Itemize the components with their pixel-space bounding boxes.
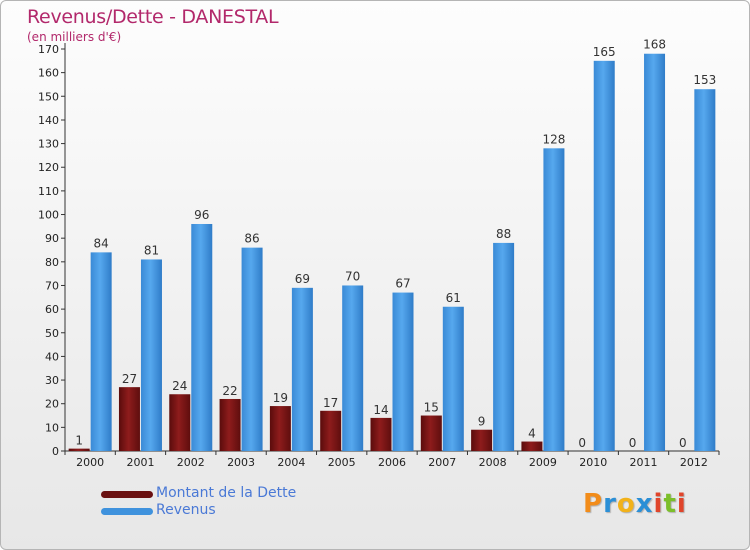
- data-label-revenue: 67: [395, 277, 410, 291]
- value-labels: 1 84 27 81 24 96 22 86 19 69 17 70 14 67 15 61 9 88 4 128 0 1…: [75, 38, 716, 450]
- x-tick-label: 2000: [76, 456, 104, 469]
- data-label-debt: 4: [528, 427, 536, 441]
- legend-label-revenue: Revenus: [156, 502, 216, 518]
- x-tick-label: 2012: [680, 456, 708, 469]
- bar-revenue: [644, 53, 666, 452]
- data-label-debt: 0: [578, 436, 586, 450]
- bar-revenue: [90, 252, 112, 451]
- bar-revenue: [191, 223, 213, 451]
- data-label-debt: 0: [679, 436, 687, 450]
- data-label-revenue: 165: [593, 45, 616, 59]
- data-label-debt: 22: [222, 384, 237, 398]
- y-tick-label: 20: [45, 398, 59, 411]
- logo-letter: t: [663, 489, 677, 519]
- x-tick-label: 2005: [328, 456, 356, 469]
- data-label-debt: 9: [478, 415, 486, 429]
- data-label-revenue: 88: [496, 227, 511, 241]
- bar-debt: [521, 441, 543, 451]
- bar-debt: [68, 448, 90, 451]
- legend-swatch-revenue: [101, 508, 153, 515]
- data-label-debt: 27: [122, 372, 137, 386]
- x-tick-label: 2001: [126, 456, 154, 469]
- data-label-debt: 24: [172, 379, 187, 393]
- bar-debt: [118, 387, 140, 451]
- y-tick-label: 40: [45, 350, 59, 363]
- chart-subtitle: (en milliers d'€): [27, 30, 122, 44]
- y-tick-label: 150: [38, 90, 59, 103]
- y-tick-label: 170: [38, 43, 59, 56]
- y-tick-label: 50: [45, 327, 59, 340]
- y-tick-label: 30: [45, 374, 59, 387]
- logo-letter: i: [653, 489, 664, 519]
- bars: [68, 53, 716, 452]
- y-tick-label: 100: [38, 209, 59, 222]
- data-label-revenue: 70: [345, 269, 360, 283]
- proxiti-logo: Proxiti: [583, 489, 687, 519]
- y-tick-label: 130: [38, 138, 59, 151]
- bar-debt: [420, 415, 442, 451]
- data-label-debt: 19: [273, 391, 288, 405]
- data-label-revenue: 61: [446, 291, 461, 305]
- bar-revenue: [392, 292, 414, 451]
- logo-letter: P: [583, 489, 604, 519]
- bar-revenue: [140, 259, 162, 451]
- logo-letter: r: [603, 489, 617, 519]
- bar-revenue: [342, 285, 364, 451]
- bar-revenue: [694, 89, 716, 451]
- y-tick-label: 160: [38, 67, 59, 80]
- bar-revenue: [241, 247, 263, 451]
- bar-revenue: [493, 242, 515, 451]
- y-tick-label: 0: [52, 445, 59, 458]
- data-label-revenue: 84: [94, 236, 109, 250]
- y-tick-label: 110: [38, 185, 59, 198]
- bar-debt: [320, 410, 342, 451]
- bar-debt: [169, 394, 191, 451]
- data-label-debt: 17: [323, 396, 338, 410]
- x-tick-label: 2011: [630, 456, 658, 469]
- x-tick-label: 2009: [529, 456, 557, 469]
- x-tick-label: 2003: [227, 456, 255, 469]
- x-tick-label: 2010: [579, 456, 607, 469]
- y-tick-label: 80: [45, 256, 59, 269]
- y-tick-label: 70: [45, 279, 59, 292]
- x-tick-label: 2006: [378, 456, 406, 469]
- legend-label-debt: Montant de la Dette: [156, 485, 297, 501]
- legend-swatch-debt: [101, 491, 153, 498]
- data-label-debt: 0: [629, 436, 637, 450]
- chart-title: Revenus/Dette - DANESTAL: [27, 6, 279, 28]
- x-tick-label: 2008: [479, 456, 507, 469]
- data-label-revenue: 81: [144, 243, 159, 257]
- data-label-revenue: 128: [542, 132, 565, 146]
- bar-revenue: [543, 148, 565, 452]
- y-tick-label: 90: [45, 232, 59, 245]
- x-tick-label: 2004: [277, 456, 305, 469]
- logo-letter: x: [635, 489, 654, 519]
- data-label-revenue: 168: [643, 38, 666, 52]
- data-label-revenue: 86: [244, 232, 259, 246]
- y-tick-label: 140: [38, 114, 59, 127]
- bar-revenue: [291, 287, 313, 451]
- logo-letter: i: [676, 489, 687, 519]
- x-tick-label: 2002: [177, 456, 205, 469]
- x-tick-label: 2007: [428, 456, 456, 469]
- y-tick-label: 60: [45, 303, 59, 316]
- bar-revenue: [442, 306, 464, 451]
- data-label-debt: 15: [424, 401, 439, 415]
- data-label-revenue: 96: [194, 208, 209, 222]
- data-label-revenue: 69: [295, 272, 310, 286]
- y-tick-label: 120: [38, 161, 59, 174]
- data-label-debt: 14: [373, 403, 388, 417]
- data-label-revenue: 153: [693, 73, 716, 87]
- bar-debt: [370, 417, 392, 451]
- data-label-debt: 1: [75, 434, 83, 448]
- bar-debt: [471, 429, 493, 451]
- bar-revenue: [593, 60, 615, 452]
- y-tick-label: 10: [45, 421, 59, 434]
- bar-debt: [269, 406, 291, 451]
- logo-letter: o: [616, 489, 636, 519]
- bar-debt: [219, 398, 241, 451]
